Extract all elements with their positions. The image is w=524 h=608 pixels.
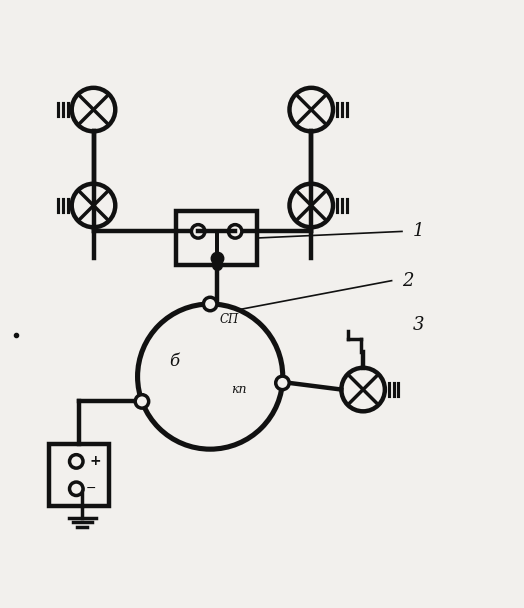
Circle shape: [70, 482, 83, 496]
Circle shape: [203, 297, 217, 311]
Circle shape: [191, 224, 205, 238]
Text: кп: кп: [231, 383, 246, 396]
Circle shape: [228, 224, 242, 238]
Circle shape: [276, 376, 289, 390]
Circle shape: [70, 455, 83, 468]
Text: 3: 3: [412, 316, 424, 334]
Text: +: +: [89, 454, 101, 468]
Text: 2: 2: [402, 272, 413, 289]
Circle shape: [135, 395, 149, 408]
Text: СП: СП: [220, 313, 239, 326]
Bar: [49, 444, 109, 506]
Text: 1: 1: [412, 223, 424, 240]
Text: б: б: [169, 353, 179, 370]
Text: −: −: [85, 482, 96, 496]
Bar: [177, 211, 257, 265]
